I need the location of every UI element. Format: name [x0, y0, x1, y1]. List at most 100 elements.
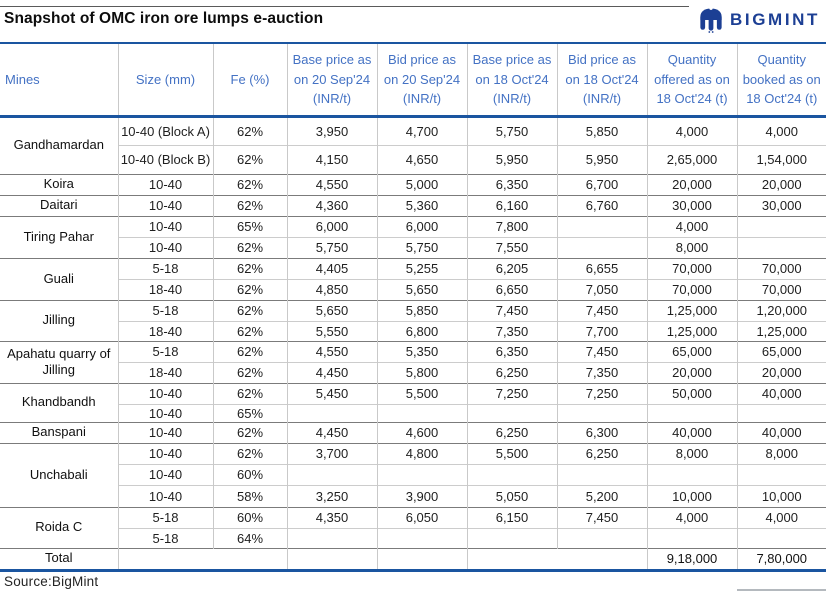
header-row: Mines Size (mm) Fe (%) Base price as on …	[0, 43, 826, 116]
table-row: 10-40 60%	[0, 463, 826, 485]
cell-bid-oct	[556, 236, 648, 258]
cell-fe: 58%	[212, 484, 288, 507]
cell-base-oct: 6,250	[466, 421, 558, 443]
cell-base-sep: 6,000	[286, 215, 378, 237]
table-row: 5-18 64%	[0, 527, 826, 548]
cell-size: 5-18	[117, 527, 214, 548]
cell-bid-sep: 3,900	[376, 484, 468, 507]
col-header-bid-price-sep: Bid price as on 20 Sep'24 (INR/t)	[376, 43, 468, 116]
total-row: Total 9,18,000 7,80,000	[0, 547, 826, 570]
cell-bid-oct: 5,200	[556, 484, 648, 507]
cell-qty-offered: 1,25,000	[646, 320, 738, 341]
cell-fe: 65%	[212, 403, 288, 422]
table-row: Roida C 5-18 60% 4,350 6,050 6,150 7,450…	[0, 506, 826, 548]
table-row: 18-40 62% 5,550 6,800 7,350 7,700 1,25,0…	[0, 320, 826, 341]
cell-qty-booked: 4,000	[736, 115, 826, 145]
cell-base-oct: 5,950	[466, 144, 558, 174]
col-header-mines: Mines	[0, 43, 119, 116]
table-row: 18-40 62% 4,450 5,800 6,250 7,350 20,000…	[0, 361, 826, 383]
cell-base-oct: 6,350	[466, 340, 558, 362]
cell-qty-booked: 40,000	[736, 421, 826, 443]
cell-bid-oct: 6,700	[556, 173, 648, 195]
cell-base-oct: 5,050	[466, 484, 558, 507]
total-qty-booked: 7,80,000	[736, 547, 826, 570]
cell-size: 18-40	[117, 361, 214, 383]
cell-fe: 60%	[212, 463, 288, 485]
cell-bid-sep: 4,800	[376, 442, 468, 464]
page-title: Snapshot of OMC iron ore lumps e-auction	[4, 10, 324, 27]
cell-qty-offered	[646, 527, 738, 548]
cell-base-oct	[466, 403, 558, 422]
cell-bid-sep: 5,000	[376, 173, 468, 195]
cell-qty-offered: 2,65,000	[646, 144, 738, 174]
cell-fe: 65%	[212, 215, 288, 237]
cell-qty-offered: 4,000	[646, 506, 738, 528]
cell-fe: 64%	[212, 527, 288, 548]
mine-name-cell: Khandbandh	[0, 382, 119, 422]
cell-bid-oct: 7,250	[556, 382, 648, 404]
cell-bid-sep: 5,850	[376, 299, 468, 321]
mine-name-cell: Unchabali	[0, 442, 119, 507]
cell-fe: 62%	[212, 144, 288, 174]
cell-qty-booked: 20,000	[736, 361, 826, 383]
cell-bid-sep: 5,350	[376, 340, 468, 362]
cell-size: 18-40	[117, 278, 214, 300]
cell-base-oct	[466, 463, 558, 485]
bigmint-miner-m-icon	[700, 6, 722, 33]
col-header-base-price-sep: Base price as on 20 Sep'24 (INR/t)	[286, 43, 378, 116]
mine-name-cell: Apahatu quarry of Jilling	[0, 340, 119, 383]
cell-qty-offered: 4,000	[646, 115, 738, 145]
mine-name-cell: Daitari	[0, 194, 119, 216]
cell-base-oct: 6,350	[466, 173, 558, 195]
cell-size: 5-18	[117, 340, 214, 362]
cell-qty-booked	[736, 403, 826, 422]
cell-qty-offered: 8,000	[646, 442, 738, 464]
cell-qty-offered: 10,000	[646, 484, 738, 507]
cell-size: 5-18	[117, 506, 214, 528]
table-row: Daitari 10-40 62% 4,360 5,360 6,160 6,76…	[0, 194, 826, 216]
total-empty-bid-sep	[376, 547, 468, 570]
cell-fe: 62%	[212, 340, 288, 362]
cell-base-sep	[286, 403, 378, 422]
cell-size: 10-40	[117, 484, 214, 507]
cell-base-sep: 4,450	[286, 361, 378, 383]
table-row: Guali 5-18 62% 4,405 5,255 6,205 6,655 7…	[0, 257, 826, 300]
cell-size: 10-40	[117, 403, 214, 422]
mine-name-cell: Gandhamardan	[0, 115, 119, 174]
cell-qty-booked: 1,25,000	[736, 320, 826, 341]
cell-qty-booked: 30,000	[736, 194, 826, 216]
cell-qty-offered: 70,000	[646, 257, 738, 279]
cell-bid-sep	[376, 463, 468, 485]
cell-base-sep	[286, 527, 378, 548]
cell-base-oct: 6,250	[466, 361, 558, 383]
cell-base-sep: 3,700	[286, 442, 378, 464]
cell-qty-booked: 8,000	[736, 442, 826, 464]
cell-base-sep: 3,950	[286, 115, 378, 145]
cell-base-sep: 4,550	[286, 173, 378, 195]
cell-bid-oct: 7,450	[556, 506, 648, 528]
cell-base-sep: 5,650	[286, 299, 378, 321]
cell-base-oct: 7,800	[466, 215, 558, 237]
col-header-fe: Fe (%)	[212, 43, 288, 116]
cell-qty-offered: 20,000	[646, 173, 738, 195]
total-empty-size-fe	[117, 547, 288, 570]
cell-qty-booked: 40,000	[736, 382, 826, 404]
cell-qty-booked	[736, 236, 826, 258]
cell-fe: 62%	[212, 299, 288, 321]
cell-bid-oct: 6,655	[556, 257, 648, 279]
cell-bid-oct	[556, 527, 648, 548]
cell-bid-oct: 7,450	[556, 299, 648, 321]
cell-size: 18-40	[117, 320, 214, 341]
cell-base-oct: 6,160	[466, 194, 558, 216]
cell-base-sep: 3,250	[286, 484, 378, 507]
cell-bid-sep: 6,050	[376, 506, 468, 528]
mine-name-cell: Tiring Pahar	[0, 215, 119, 258]
cell-base-oct: 6,150	[466, 506, 558, 528]
cell-bid-sep: 5,255	[376, 257, 468, 279]
total-qty-offered: 9,18,000	[646, 547, 738, 570]
top-divider-line	[0, 6, 689, 7]
cell-bid-oct: 7,350	[556, 361, 648, 383]
cell-size: 10-40 (Block A)	[117, 115, 214, 145]
cell-size: 10-40	[117, 442, 214, 464]
